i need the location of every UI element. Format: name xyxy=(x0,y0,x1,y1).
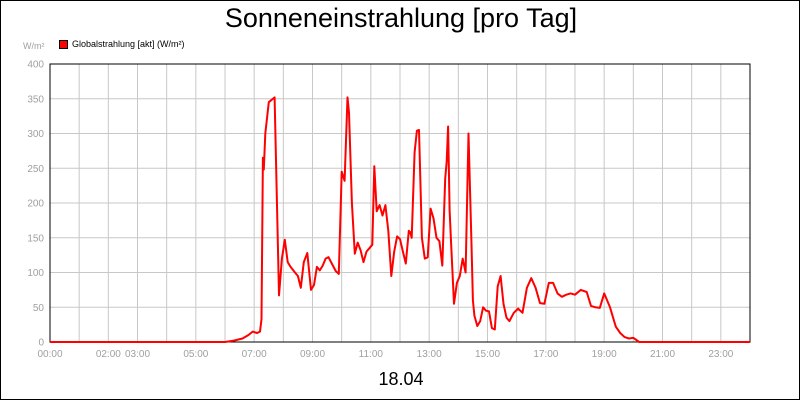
x-tick-label: 17:00 xyxy=(533,349,558,360)
y-tick-label: 50 xyxy=(33,303,45,314)
y-tick-label: 200 xyxy=(27,199,44,210)
x-tick-label: 11:00 xyxy=(359,349,384,360)
x-tick-label: 03:00 xyxy=(125,349,150,360)
y-axis-unit: W/m² xyxy=(23,41,45,51)
x-tick-label: 21:00 xyxy=(650,349,675,360)
plot-border xyxy=(49,63,751,343)
x-axis-date-label: 18.04 xyxy=(378,369,424,389)
legend: Globalstrahlung [akt] (W/m²) xyxy=(59,39,185,49)
x-tick-label: 02:00 xyxy=(96,349,121,360)
x-tick-label: 23:00 xyxy=(708,349,733,360)
chart-title: Sonneneinstrahlung [pro Tag] xyxy=(224,3,578,33)
y-tick-label: 300 xyxy=(27,129,44,140)
y-tick-label: 400 xyxy=(27,60,44,71)
y-tick-label: 100 xyxy=(27,268,44,279)
x-tick-label: 07:00 xyxy=(242,349,267,360)
y-tick-label: 250 xyxy=(27,164,44,175)
y-tick-label: 0 xyxy=(38,338,44,349)
y-tick-label: 350 xyxy=(27,94,44,105)
x-tick-label: 05:00 xyxy=(183,349,208,360)
legend-swatch xyxy=(59,39,68,49)
legend-label: Globalstrahlung [akt] (W/m²) xyxy=(72,39,185,49)
x-tick-label: 00:00 xyxy=(37,349,62,360)
x-tick-label: 15:00 xyxy=(475,349,500,360)
x-tick-label: 19:00 xyxy=(592,349,617,360)
series-line-globalstrahlung xyxy=(50,96,750,343)
x-tick-label: 09:00 xyxy=(300,349,325,360)
x-tick-label: 13:00 xyxy=(417,349,442,360)
y-tick-label: 150 xyxy=(27,233,44,244)
